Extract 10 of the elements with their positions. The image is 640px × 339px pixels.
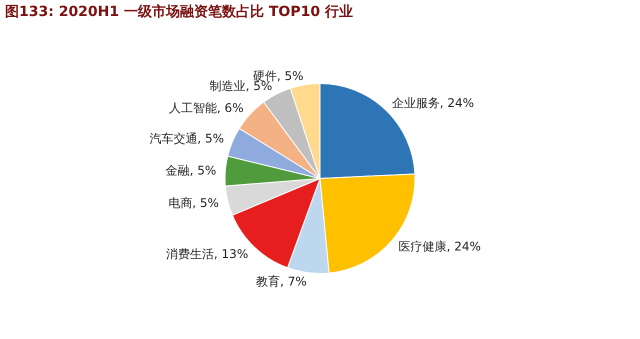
slice-label: 教育, 7% bbox=[256, 274, 307, 289]
slice-label: 企业服务, 24% bbox=[392, 96, 474, 110]
slice-label: 汽车交通, 5% bbox=[149, 131, 224, 146]
slice-label: 金融, 5% bbox=[166, 163, 216, 178]
slice-label: 人工智能, 6% bbox=[168, 100, 244, 115]
slice-label: 电商, 5% bbox=[168, 196, 219, 210]
slice-label: 医疗健康, 24% bbox=[398, 240, 481, 254]
slice-label: 消费生活, 13% bbox=[166, 246, 248, 261]
slice-label: 硬件, 5% bbox=[252, 68, 304, 83]
chart-title: 图133: 2020H1 一级市场融资笔数占比 TOP10 行业 bbox=[5, 3, 353, 20]
